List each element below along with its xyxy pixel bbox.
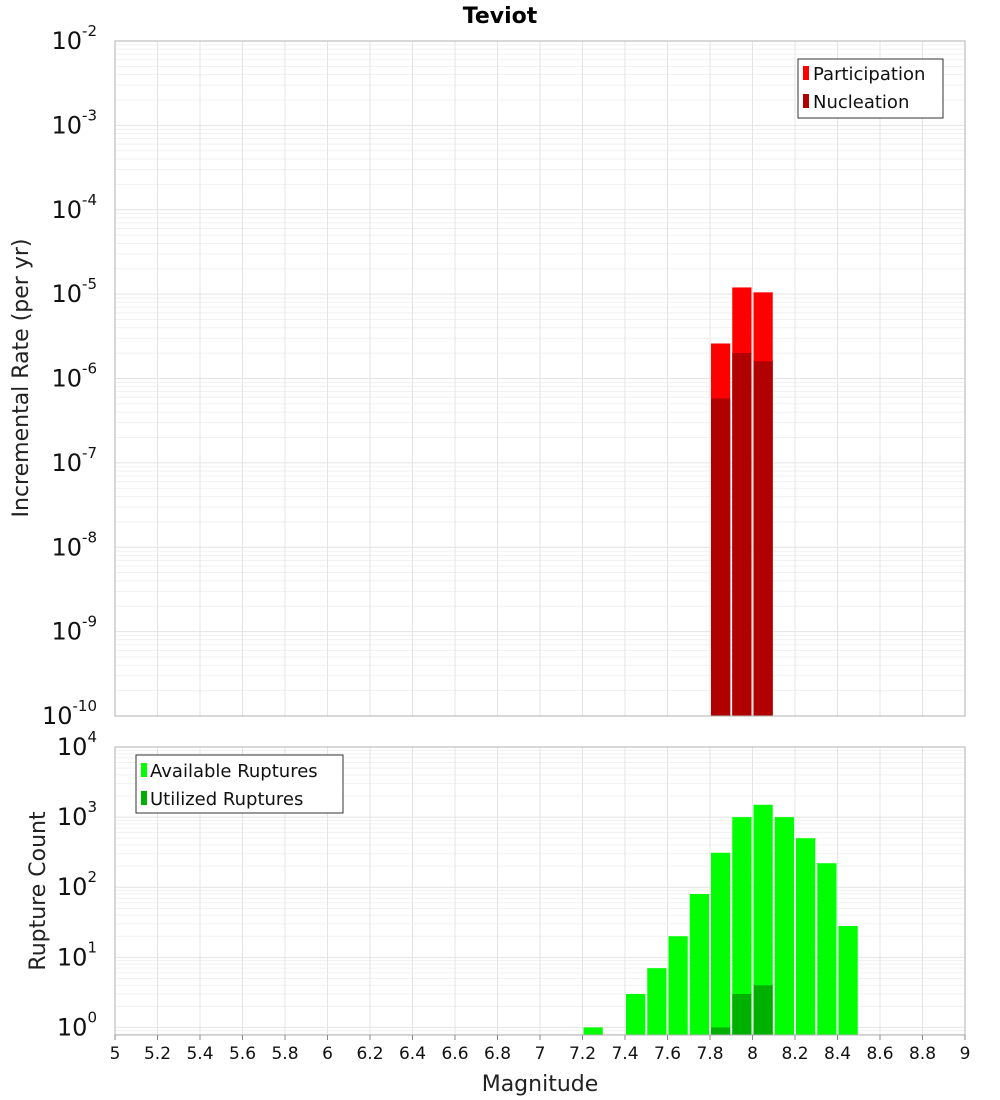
count-bar-utilized-ruptures xyxy=(732,993,752,1035)
count-bar-available-ruptures xyxy=(689,894,709,1035)
count-y-ticks: 100 101 102 103 104 xyxy=(57,728,97,1041)
count-bar-available-ruptures xyxy=(626,993,646,1035)
count-bars xyxy=(583,804,858,1035)
x-tick-label: 6.8 xyxy=(484,1044,511,1064)
x-axis-title: Magnitude xyxy=(482,1072,599,1097)
count-bar-available-ruptures xyxy=(753,804,773,1035)
x-tick-label: 7 xyxy=(535,1044,546,1064)
x-tick-label: 7.6 xyxy=(654,1044,681,1064)
x-tick-label: 6.4 xyxy=(399,1044,426,1064)
x-tick-label: 7.8 xyxy=(696,1044,723,1064)
rate-y-tick-label: 10-3 xyxy=(51,106,97,139)
count-bar-available-ruptures xyxy=(647,968,667,1035)
rate-y-tick-label: 10-10 xyxy=(42,697,97,730)
count-y-axis-title: Rupture Count xyxy=(26,811,51,971)
count-legend: Available Ruptures Utilized Ruptures xyxy=(135,754,344,814)
count-bar-available-ruptures xyxy=(711,852,731,1035)
rate-bars xyxy=(711,287,773,716)
count-bar-available-ruptures xyxy=(796,838,816,1035)
count-panel: 100 101 102 103 104 5 5.2 5.4 5.6 5.8 6 6.2 6.4 6.6 6… xyxy=(26,728,970,1097)
legend-available-label: Available Ruptures xyxy=(150,761,318,782)
magnitude-x-ticks: 5 5.2 5.4 5.6 5.8 6 6.2 6.4 6.6 6.8 7 7.2 7.4 7.6 7.8 8… xyxy=(110,1035,971,1064)
x-tick-label: 8 xyxy=(747,1044,758,1064)
count-legend-box xyxy=(135,754,344,814)
rate-y-axis-title: Incremental Rate (per yr) xyxy=(9,239,34,518)
rate-y-tick-label: 10-8 xyxy=(51,528,97,561)
legend-nucleation-label: Nucleation xyxy=(813,92,909,113)
count-bar-available-ruptures xyxy=(838,925,858,1035)
rate-bar-nucleation xyxy=(753,361,773,716)
legend-nucleation-swatch xyxy=(803,94,809,108)
count-bar-available-ruptures xyxy=(668,936,688,1035)
x-tick-label: 8.4 xyxy=(824,1044,851,1064)
x-tick-label: 5.8 xyxy=(271,1044,298,1064)
rate-panel: 10-10 10-9 10-8 10-7 10-6 10-5 10-4 10-3 10-2 In… xyxy=(9,22,966,730)
count-bar-available-ruptures xyxy=(583,1027,603,1035)
legend-utilized-label: Utilized Ruptures xyxy=(150,789,303,810)
count-bar-available-ruptures xyxy=(817,863,837,1035)
rate-legend: Participation Nucleation xyxy=(797,58,944,119)
count-y-tick-label: 101 xyxy=(57,938,97,971)
x-tick-label: 6 xyxy=(322,1044,333,1064)
rate-y-tick-label: 10-6 xyxy=(51,360,97,393)
rate-plot-frame xyxy=(114,40,966,717)
rate-y-tick-label: 10-4 xyxy=(51,191,97,224)
rate-y-tick-label: 10-9 xyxy=(51,613,97,646)
count-y-tick-label: 103 xyxy=(57,798,97,831)
count-bar-available-ruptures xyxy=(774,817,794,1035)
x-tick-label: 9 xyxy=(960,1044,971,1064)
x-tick-label: 6.2 xyxy=(356,1044,383,1064)
count-bar-utilized-ruptures xyxy=(753,985,773,1035)
rate-legend-box xyxy=(797,58,944,119)
x-tick-label: 5.6 xyxy=(229,1044,256,1064)
legend-participation-label: Participation xyxy=(813,64,925,85)
rate-y-ticks: 10-10 10-9 10-8 10-7 10-6 10-5 10-4 10-3 10-2 xyxy=(42,22,97,730)
x-tick-label: 8.2 xyxy=(781,1044,808,1064)
rate-y-tick-label: 10-5 xyxy=(51,275,97,308)
x-tick-label: 5.4 xyxy=(186,1044,213,1064)
chart-title: Teviot xyxy=(463,4,538,29)
x-tick-label: 5 xyxy=(110,1044,121,1064)
count-bar-available-ruptures xyxy=(732,817,752,1035)
rate-bar-nucleation xyxy=(711,398,731,716)
count-y-tick-label: 104 xyxy=(57,728,97,761)
x-tick-label: 6.6 xyxy=(441,1044,468,1064)
x-tick-label: 8.6 xyxy=(866,1044,893,1064)
count-bar-utilized-ruptures xyxy=(711,1027,731,1035)
x-tick-label: 5.2 xyxy=(144,1044,171,1064)
rate-y-tick-label: 10-2 xyxy=(51,22,97,55)
legend-available-swatch xyxy=(141,763,147,777)
count-y-tick-label: 100 xyxy=(57,1008,97,1041)
x-tick-label: 8.8 xyxy=(909,1044,936,1064)
rate-y-tick-label: 10-7 xyxy=(51,444,97,477)
rate-bar-nucleation xyxy=(732,353,752,716)
legend-utilized-swatch xyxy=(141,791,147,805)
rate-grid xyxy=(114,41,966,717)
x-tick-label: 7.4 xyxy=(611,1044,638,1064)
count-y-tick-label: 102 xyxy=(57,868,97,901)
legend-participation-swatch xyxy=(803,66,809,80)
x-tick-label: 7.2 xyxy=(569,1044,596,1064)
